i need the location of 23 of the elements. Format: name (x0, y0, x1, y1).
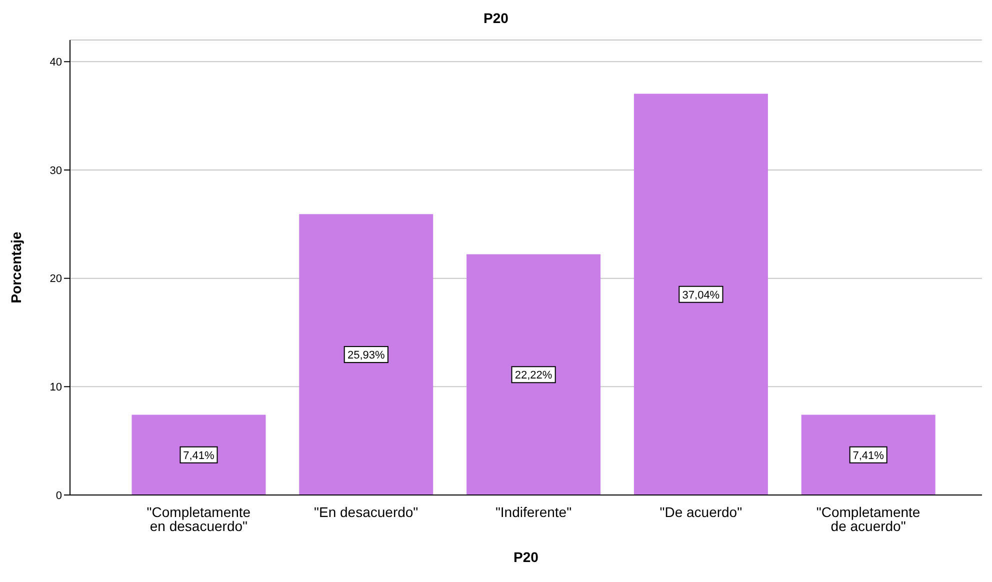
bar (132, 414, 266, 495)
bar (299, 214, 434, 495)
bar (634, 94, 768, 495)
chart-title: P20 (482, 10, 510, 26)
y-tick-label: 40 (50, 56, 62, 69)
data-label: 7,41% (852, 450, 884, 462)
data-label: 7,41% (183, 450, 215, 462)
y-axis-title: Porcentaje (8, 231, 24, 304)
y-tick-label: 0 (56, 490, 62, 502)
x-tick-label: "Indiferente" (495, 504, 572, 520)
y-tick-label: 30 (50, 164, 62, 177)
x-tick-label: "De acuerdo" (660, 504, 742, 520)
x-tick-label: "En desacuerdo" (314, 504, 418, 520)
data-label: 37,04% (682, 289, 720, 302)
data-label: 22,22% (514, 370, 552, 382)
y-tick-label: 20 (50, 273, 62, 286)
bar (466, 254, 601, 495)
x-axis-title: P20 (512, 549, 540, 565)
y-tick-label: 10 (50, 382, 62, 394)
x-tick-label: "Completamente en desacuerdo" (146, 504, 251, 534)
bar (801, 414, 936, 495)
x-tick-label: "Completamente de acuerdo" (816, 504, 920, 534)
data-label: 25,93% (347, 350, 386, 362)
